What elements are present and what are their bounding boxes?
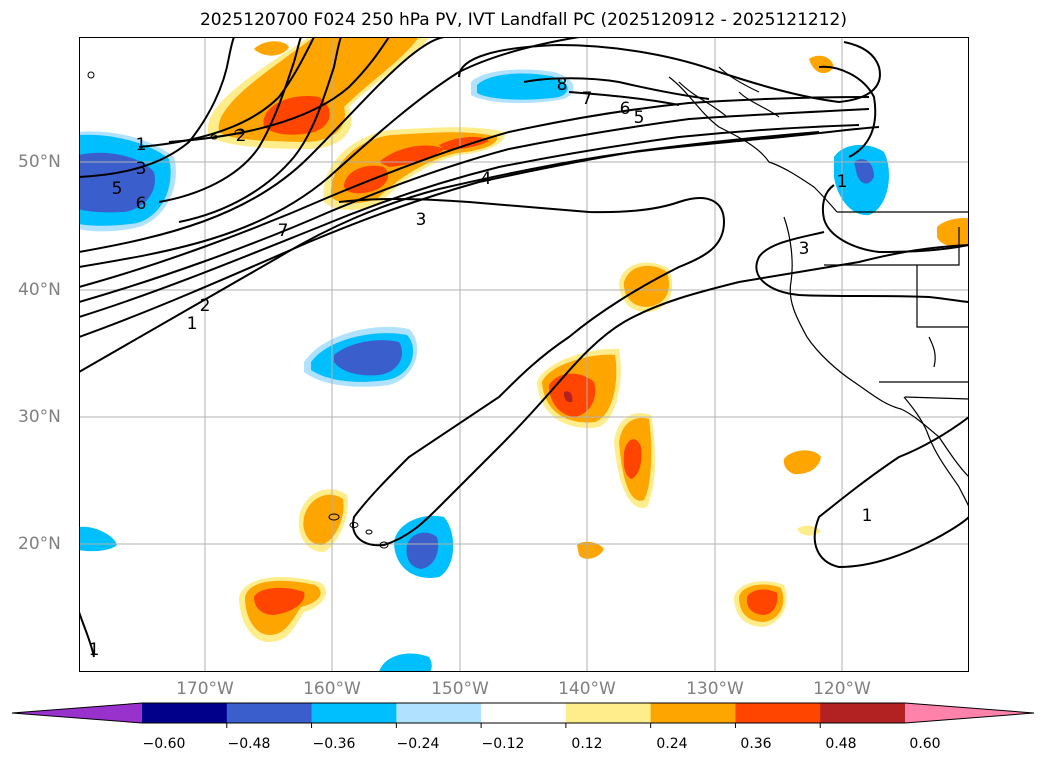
contour-label: 7 bbox=[582, 89, 593, 109]
lon-label-150w: 150°W bbox=[431, 679, 489, 699]
colorbar-extension-max bbox=[905, 703, 1034, 723]
colorbar-segment bbox=[565, 703, 652, 723]
colorbar-segment bbox=[226, 703, 313, 723]
positive-anomaly-region bbox=[809, 55, 834, 74]
positive-anomaly-region bbox=[623, 265, 669, 307]
positive-anomaly-region bbox=[783, 450, 821, 475]
colorbar-tick-label: 0.12 bbox=[571, 736, 603, 752]
lon-label-160w: 160°W bbox=[303, 679, 361, 699]
contour-label: 2 bbox=[200, 296, 211, 316]
positive-anomaly-region bbox=[254, 587, 305, 615]
contour-label: 1 bbox=[837, 172, 848, 192]
contour-label: 1 bbox=[862, 506, 873, 526]
negative-anomaly-region bbox=[79, 526, 117, 552]
figure-title: 2025120700 F024 250 hPa PV, IVT Landfall… bbox=[199, 10, 847, 30]
negative-anomaly-region bbox=[379, 653, 432, 672]
negative-anomaly-region bbox=[854, 159, 874, 184]
colorbar-tick-label: 0.24 bbox=[656, 736, 688, 752]
contour-label: 5 bbox=[112, 179, 123, 199]
colorbar-tick-label: −0.24 bbox=[396, 736, 440, 752]
colorbar-segment bbox=[142, 703, 228, 723]
positive-anomaly-region bbox=[303, 494, 344, 545]
colorbar-outline bbox=[12, 702, 1035, 724]
lat-label-20n: 20°N bbox=[18, 534, 61, 554]
map-panel: 1 3 5 6 2 7 8 7 6 5 4 3 3 1 2 1 1 1 bbox=[79, 37, 969, 672]
colorbar-tick-label: −0.12 bbox=[481, 736, 525, 752]
contour-labels: 1 3 5 6 2 7 8 7 6 5 4 3 3 1 2 1 1 1 bbox=[89, 75, 873, 660]
colorbar-tick-label: 0.60 bbox=[909, 736, 941, 752]
contour-label: 6 bbox=[136, 194, 147, 214]
contour-label: 1 bbox=[187, 314, 198, 334]
positive-anomaly-region bbox=[577, 541, 604, 559]
colorbar-tick-label: 0.36 bbox=[740, 736, 772, 752]
colorbar-extension-min bbox=[12, 703, 142, 723]
negative-anomaly-region bbox=[334, 340, 403, 376]
positive-anomaly-region bbox=[623, 439, 642, 479]
colorbar-segments bbox=[12, 703, 1034, 728]
contour-label: 8 bbox=[557, 75, 568, 95]
contour-label: 3 bbox=[136, 159, 147, 179]
colorbar-tick-label: −0.60 bbox=[142, 736, 186, 752]
contour-label: 5 bbox=[634, 108, 645, 128]
pv-anomaly-fills bbox=[79, 37, 969, 672]
contour-label: 2 bbox=[236, 126, 247, 146]
lat-label-50n: 50°N bbox=[18, 152, 61, 172]
contour-label: 6 bbox=[620, 99, 631, 119]
colorbar-segment bbox=[396, 703, 482, 723]
contour-label: 1 bbox=[89, 640, 100, 660]
positive-anomaly-region bbox=[746, 589, 778, 615]
lat-label-40n: 40°N bbox=[18, 280, 61, 300]
pv-contours bbox=[79, 37, 969, 658]
lon-label-140w: 140°W bbox=[558, 679, 616, 699]
contour-label: 1 bbox=[136, 135, 147, 155]
colorbar-segment bbox=[481, 703, 567, 723]
lon-label-120w: 120°W bbox=[813, 679, 871, 699]
positive-anomaly-region bbox=[344, 136, 489, 194]
colorbar-segment bbox=[820, 703, 906, 723]
negative-anomaly-region bbox=[406, 532, 439, 569]
lat-label-30n: 30°N bbox=[18, 407, 61, 427]
positive-anomaly-region bbox=[254, 41, 289, 56]
contour-label: 7 bbox=[278, 221, 289, 241]
colorbar-segment bbox=[735, 703, 821, 723]
colorbar-tick-label: −0.36 bbox=[312, 736, 356, 752]
colorbar-segment bbox=[650, 703, 736, 723]
colorbar bbox=[12, 702, 1035, 728]
positive-anomaly-region bbox=[563, 391, 573, 403]
contour-label: 3 bbox=[416, 210, 427, 230]
lon-label-130w: 130°W bbox=[686, 679, 744, 699]
map-canvas: 1 3 5 6 2 7 8 7 6 5 4 3 3 1 2 1 1 1 bbox=[79, 37, 969, 672]
contour-label: 4 bbox=[481, 169, 492, 189]
positive-anomaly-region bbox=[549, 373, 596, 417]
lon-label-170w: 170°W bbox=[176, 679, 234, 699]
positive-anomaly-region bbox=[797, 525, 821, 536]
colorbar-tick-label: 0.48 bbox=[825, 736, 857, 752]
contour-label: 3 bbox=[799, 239, 810, 259]
positive-anomaly-region bbox=[937, 217, 969, 247]
colorbar-tick-label: −0.48 bbox=[227, 736, 271, 752]
colorbar-segment bbox=[311, 703, 397, 723]
